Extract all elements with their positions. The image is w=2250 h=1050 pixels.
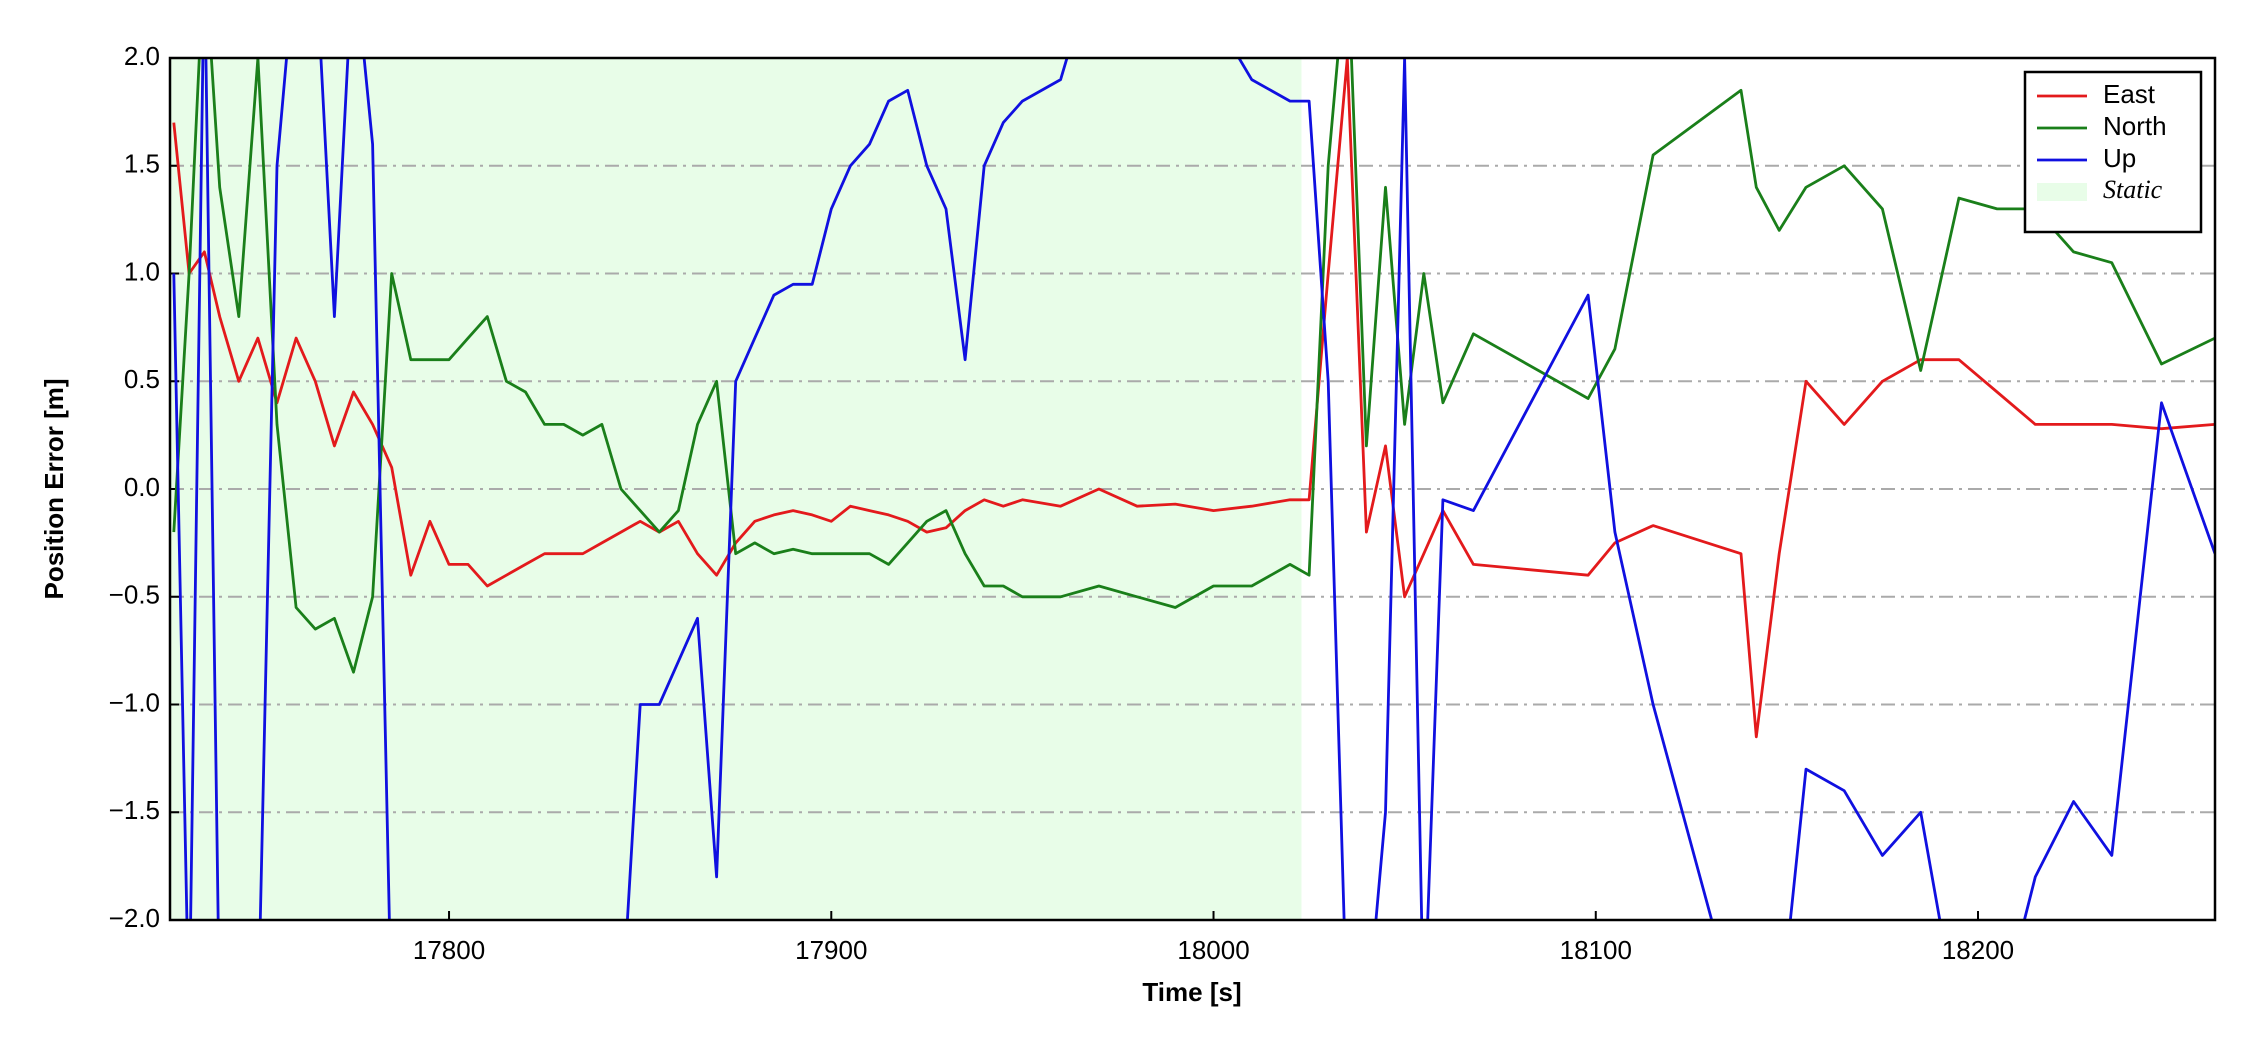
x-tick-label: 17800 (413, 935, 485, 965)
series-line (172, 58, 2215, 739)
y-tick-label: 0.5 (124, 364, 160, 394)
y-tick-label: −0.5 (109, 580, 160, 610)
y-axis-label: Position Error [m] (39, 378, 69, 599)
y-tick-label: 1.5 (124, 149, 160, 179)
y-tick-label: 1.0 (124, 256, 160, 286)
y-tick-label: 2.0 (124, 41, 160, 71)
x-tick-label: 18200 (1942, 935, 2014, 965)
legend-swatch (2037, 183, 2087, 201)
y-tick-label: −1.0 (109, 687, 160, 717)
series-line (172, 58, 2215, 674)
x-tick-label: 18100 (1560, 935, 1632, 965)
legend-box (2023, 70, 2203, 234)
legend-label: Up (2103, 143, 2136, 173)
plot-frame (168, 56, 2217, 922)
plot-lines (172, 58, 2215, 920)
series-line (172, 58, 2215, 920)
y-tick-label: −2.0 (109, 903, 160, 933)
legend-label: Static (2103, 175, 2163, 204)
legend-label: North (2103, 111, 2167, 141)
x-tick-label: 17900 (795, 935, 867, 965)
x-tick-label: 18000 (1177, 935, 1249, 965)
y-tick-label: −1.5 (109, 795, 160, 825)
static-span (170, 58, 1302, 920)
y-tick-label: 0.0 (124, 472, 160, 502)
legend-label: East (2103, 79, 2156, 109)
x-axis-label: Time [s] (1142, 977, 1241, 1007)
